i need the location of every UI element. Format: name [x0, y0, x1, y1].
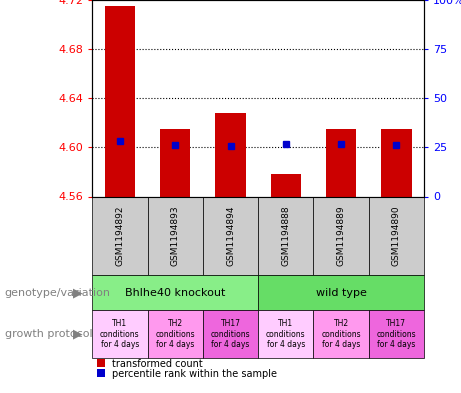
Bar [215, 113, 246, 196]
Bar [203, 196, 258, 275]
Bar [160, 129, 190, 196]
Text: transformed count: transformed count [112, 358, 203, 369]
Text: Bhlhe40 knockout: Bhlhe40 knockout [125, 288, 225, 298]
Text: genotype/variation: genotype/variation [5, 288, 111, 298]
Text: GSM1194888: GSM1194888 [281, 206, 290, 266]
Text: TH1
conditions
for 4 days: TH1 conditions for 4 days [266, 319, 306, 349]
Bar [381, 129, 412, 196]
Bar [105, 6, 135, 196]
Text: TH1
conditions
for 4 days: TH1 conditions for 4 days [100, 319, 140, 349]
Text: TH17
conditions
for 4 days: TH17 conditions for 4 days [377, 319, 416, 349]
Text: growth protocol: growth protocol [5, 329, 92, 339]
Bar [92, 275, 258, 310]
Bar [369, 310, 424, 358]
Bar [148, 310, 203, 358]
Text: TH2
conditions
for 4 days: TH2 conditions for 4 days [155, 319, 195, 349]
Text: GSM1194889: GSM1194889 [337, 206, 346, 266]
Bar [258, 196, 313, 275]
Bar [92, 196, 148, 275]
Bar [203, 310, 258, 358]
Text: TH17
conditions
for 4 days: TH17 conditions for 4 days [211, 319, 250, 349]
Text: TH2
conditions
for 4 days: TH2 conditions for 4 days [321, 319, 361, 349]
Bar [326, 129, 356, 196]
Bar [271, 174, 301, 196]
Text: wild type: wild type [316, 288, 366, 298]
Text: GSM1194894: GSM1194894 [226, 206, 235, 266]
Bar [258, 310, 313, 358]
Text: GSM1194890: GSM1194890 [392, 206, 401, 266]
Bar [92, 310, 148, 358]
Bar [313, 310, 369, 358]
Bar [369, 196, 424, 275]
Text: ▶: ▶ [73, 327, 83, 341]
Text: GSM1194892: GSM1194892 [115, 206, 124, 266]
Bar [313, 196, 369, 275]
Text: GSM1194893: GSM1194893 [171, 206, 180, 266]
Text: ▶: ▶ [73, 286, 83, 299]
Text: percentile rank within the sample: percentile rank within the sample [112, 369, 277, 379]
Bar [258, 275, 424, 310]
Bar [148, 196, 203, 275]
